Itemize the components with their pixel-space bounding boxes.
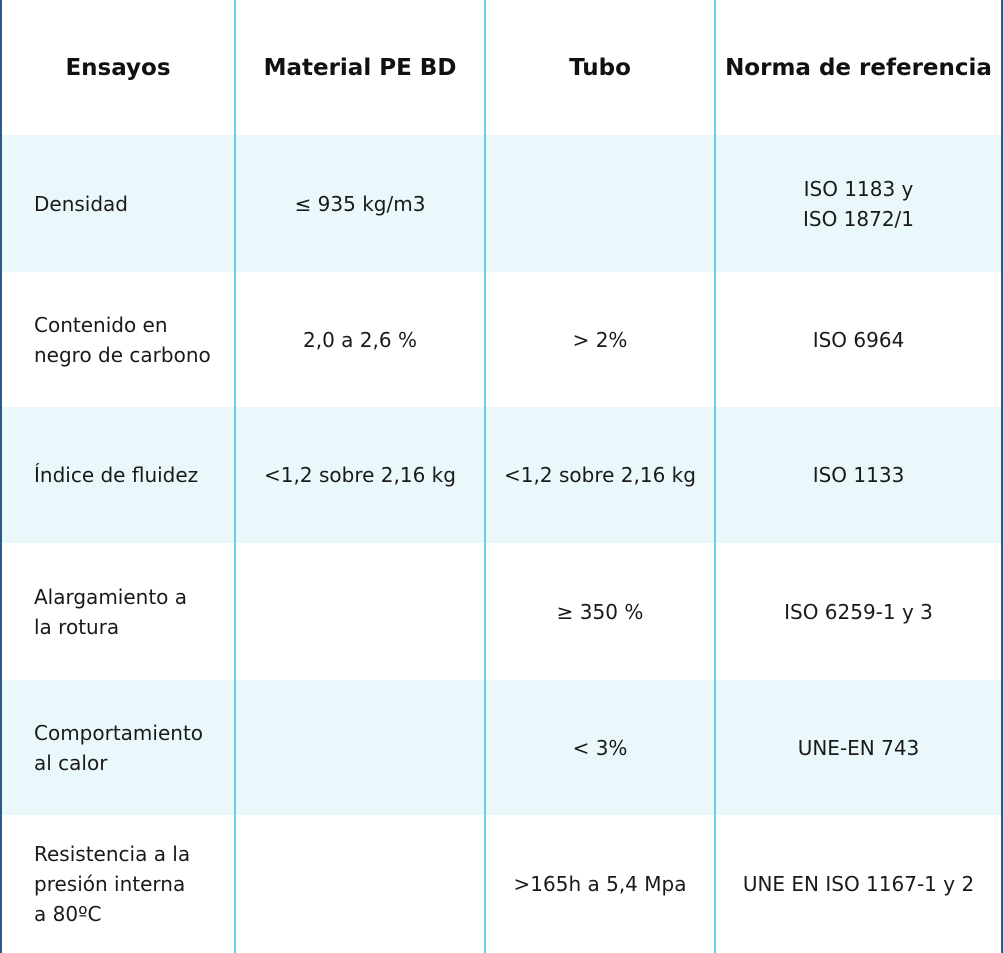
table-cell: ≤ 935 kg/m3 bbox=[236, 135, 486, 272]
table-cell: < 3% bbox=[486, 680, 716, 815]
table-row: Contenido en negro de carbono 2,0 a 2,6 %… bbox=[2, 272, 1001, 407]
table-cell: Comportamiento al calor bbox=[2, 680, 236, 815]
header-cell: Tubo bbox=[486, 0, 716, 135]
table-cell bbox=[236, 543, 486, 680]
table-cell: <1,2 sobre 2,16 kg bbox=[486, 407, 716, 543]
table-row: Índice de fluidez <1,2 sobre 2,16 kg <1,2 … bbox=[2, 407, 1001, 543]
table-cell: UNE EN ISO 1167-1 y 2 bbox=[742, 872, 975, 896]
table-cell bbox=[486, 135, 716, 272]
header-cell: Norma de referencia bbox=[725, 54, 992, 81]
table-cell: Alargamiento a la rotura bbox=[2, 543, 236, 680]
table-cell: Índice de fluidez bbox=[2, 407, 236, 543]
table-cell: >165h a 5,4 Mpa bbox=[486, 815, 716, 953]
table-cell bbox=[236, 815, 486, 953]
table-cell: ≥ 350 % bbox=[486, 543, 716, 680]
table-cell: ISO 1183 y ISO 1872/1 bbox=[802, 176, 915, 231]
header-row: Ensayos Material PE BD Tubo Norma de refere… bbox=[2, 0, 1001, 135]
table-cell bbox=[236, 680, 486, 815]
table-cell: Densidad bbox=[2, 135, 236, 272]
table-cell: ISO 6259-1 y 3 bbox=[784, 599, 933, 624]
header-cell: Material PE BD bbox=[236, 0, 486, 135]
table-cell: Resistencia a la presión interna a 80ºC bbox=[2, 815, 236, 953]
table-cell: > 2% bbox=[486, 272, 716, 407]
table-cell: ISO 1133 bbox=[812, 463, 905, 487]
table-row: Alargamiento a la rotura ≥ 350 % ISO 6259-… bbox=[2, 543, 1001, 680]
table-row: Resistencia a la presión interna a 80ºC >… bbox=[2, 815, 1001, 953]
table-cell: <1,2 sobre 2,16 kg bbox=[236, 407, 486, 543]
table-cell: ISO 6964 bbox=[812, 327, 905, 352]
table-row: Densidad ≤ 935 kg/m3 ISO 1183 y ISO 1872/1 bbox=[2, 135, 1001, 272]
header-cell: Ensayos bbox=[2, 0, 236, 135]
table-row: Comportamiento al calor < 3% UNE-EN 743 bbox=[2, 680, 1001, 815]
table-cell: 2,0 a 2,6 % bbox=[236, 272, 486, 407]
table-cell: UNE-EN 743 bbox=[797, 735, 920, 760]
table-cell: Contenido en negro de carbono bbox=[2, 272, 236, 407]
